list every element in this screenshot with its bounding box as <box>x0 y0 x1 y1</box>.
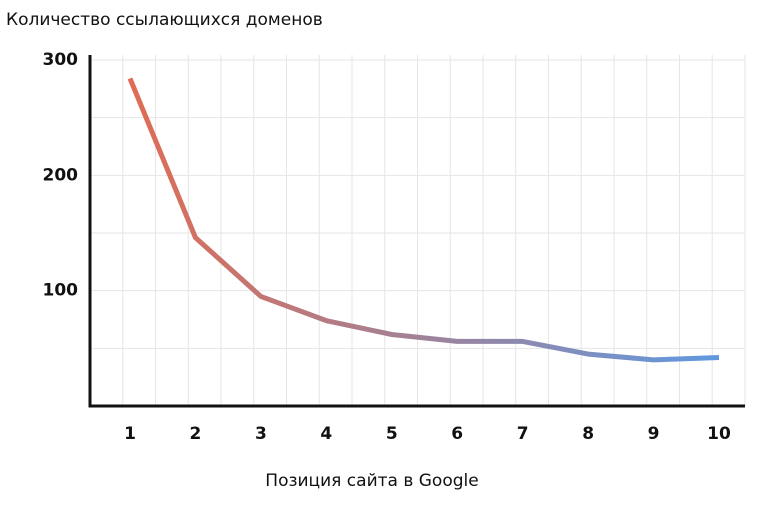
y-tick-label: 300 <box>43 50 79 70</box>
x-tick-label: 4 <box>320 424 332 444</box>
x-tick-label: 8 <box>582 424 594 444</box>
y-tick-label: 100 <box>43 281 79 301</box>
x-tick-label: 3 <box>255 424 267 444</box>
line-series <box>127 77 720 363</box>
x-tick-label: 5 <box>386 424 398 444</box>
x-tick-label: 2 <box>190 424 202 444</box>
x-tick-label: 6 <box>451 424 463 444</box>
chart-title: Количество ссылающихся доменов <box>6 10 323 30</box>
x-tick-label: 1 <box>124 424 136 444</box>
x-tick-label: 7 <box>517 424 529 444</box>
x-axis-label: Позиция сайта в Google <box>265 471 478 491</box>
x-tick-label: 10 <box>707 424 731 444</box>
y-tick-label: 200 <box>43 165 79 185</box>
x-tick-label: 9 <box>648 424 660 444</box>
